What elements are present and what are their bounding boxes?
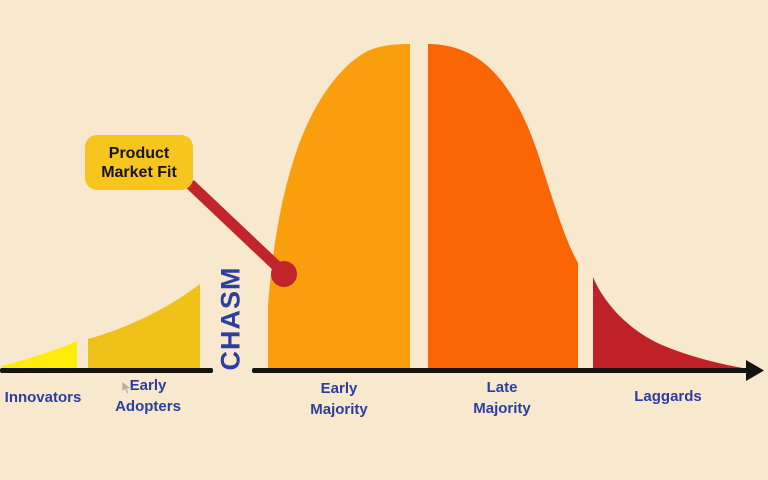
early-adopters-segment	[88, 284, 200, 369]
axis-line-right	[252, 368, 748, 373]
late-majority-segment	[428, 44, 578, 369]
pmf-callout-line2: Market Fit	[101, 163, 177, 181]
pmf-connector-line	[186, 180, 287, 276]
axis-arrowhead-icon	[746, 360, 764, 381]
pmf-connector-dot	[271, 261, 297, 287]
product-market-fit-callout: Product Market Fit	[85, 135, 193, 190]
axis-line-left	[0, 368, 213, 373]
innovators-segment	[2, 341, 77, 369]
laggards-segment	[593, 277, 748, 369]
mouse-cursor-icon	[122, 381, 132, 395]
pmf-callout-line1: Product	[108, 144, 170, 162]
early-majority-segment	[268, 44, 410, 369]
